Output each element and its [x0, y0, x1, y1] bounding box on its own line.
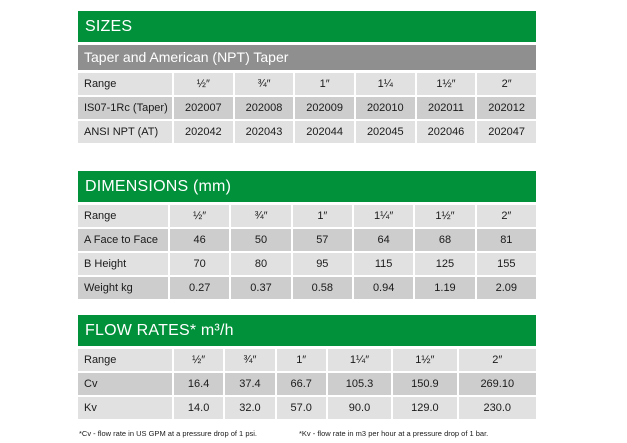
dimensions-cell: 68	[415, 229, 475, 251]
sizes-cell: 202047	[477, 121, 536, 143]
flow-cell: 230.0	[458, 397, 536, 419]
sizes-row-label: IS07-1Rc (Taper)	[78, 97, 172, 119]
dimensions-cell: 0.58	[292, 277, 352, 299]
dimensions-row-label: Weight kg	[78, 277, 168, 299]
dimensions-row-label: A Face to Face	[78, 229, 168, 251]
dimensions-cell: ½″	[170, 205, 230, 227]
flow-cell: 57.0	[276, 397, 326, 419]
dimensions-table: Range ½″ ¾″ 1″ 1¼″ 1½″ 2″ A Face to Face 46 50 57 6…	[76, 203, 538, 301]
footnote-cv: *Cv - flow rate in US GPM at a pressure …	[79, 429, 257, 438]
flow-row: Range ½″ ¾″ 1″ 1¼″ 1½″ 2″	[78, 349, 536, 371]
dimensions-cell: 2.09	[476, 277, 536, 299]
sizes-cell: 202042	[174, 121, 233, 143]
sizes-cell: 202044	[295, 121, 354, 143]
dimensions-cell: 0.27	[170, 277, 230, 299]
flow-rates-section: FLOW RATES* m³/h Range ½″ ¾″ 1″ 1¼″ 1½″ 2″ Cv 16…	[78, 315, 536, 421]
dimensions-cell: 155	[476, 253, 536, 275]
flow-cell: 14.0	[174, 397, 224, 419]
flow-row-label: Cv	[78, 373, 172, 395]
flow-cell: ¾″	[225, 349, 275, 371]
flow-cell: 2″	[458, 349, 536, 371]
dimensions-cell: 125	[415, 253, 475, 275]
sizes-cell: 202009	[295, 97, 354, 119]
sizes-row: Range ½″ ¾″ 1″ 1¼ 1½″ 2″	[78, 73, 536, 95]
dimensions-row-label: Range	[78, 205, 168, 227]
flow-cell: 37.4	[225, 373, 275, 395]
sizes-title: SIZES	[78, 11, 536, 42]
dimensions-row-label: B Height	[78, 253, 168, 275]
flow-cell: 90.0	[327, 397, 392, 419]
footnote-kv: *Kv - flow rate in m3 per hour at a pres…	[299, 429, 489, 438]
dimensions-cell: ¾″	[231, 205, 291, 227]
dimensions-title: DIMENSIONS (mm)	[78, 171, 536, 202]
sizes-row: IS07-1Rc (Taper) 202007 202008 202009 202010…	[78, 97, 536, 119]
sizes-cell: 202046	[416, 121, 476, 143]
flow-cell: 16.4	[174, 373, 224, 395]
dimensions-cell: 70	[170, 253, 230, 275]
sizes-cell: ½″	[174, 73, 233, 95]
sizes-cell: 202012	[477, 97, 536, 119]
sizes-cell: 202007	[174, 97, 233, 119]
flow-rates-table: Range ½″ ¾″ 1″ 1¼″ 1½″ 2″ Cv 16.4 37.4 66.7 105.3 15…	[76, 347, 538, 421]
flow-row-label: Kv	[78, 397, 172, 419]
flow-row: Kv 14.0 32.0 57.0 90.0 129.0 230.0	[78, 397, 536, 419]
dimensions-cell: 80	[231, 253, 291, 275]
flow-cell: 66.7	[276, 373, 326, 395]
sizes-cell: 202010	[355, 97, 415, 119]
flow-cell: 32.0	[225, 397, 275, 419]
dimensions-cell: 64	[353, 229, 414, 251]
flow-rates-title: FLOW RATES* m³/h	[78, 315, 536, 346]
dimensions-cell: 81	[476, 229, 536, 251]
dimensions-row: Range ½″ ¾″ 1″ 1¼″ 1½″ 2″	[78, 205, 536, 227]
sizes-cell: ¾″	[234, 73, 294, 95]
sizes-cell: 2″	[477, 73, 536, 95]
dimensions-cell: 46	[170, 229, 230, 251]
sizes-subtitle: Taper and American (NPT) Taper	[78, 45, 536, 70]
sizes-cell: 202045	[355, 121, 415, 143]
dimensions-row: A Face to Face 46 50 57 64 68 81	[78, 229, 536, 251]
dimensions-cell: 1¼″	[353, 205, 414, 227]
dimensions-cell: 1″	[292, 205, 352, 227]
sizes-table: Range ½″ ¾″ 1″ 1¼ 1½″ 2″ IS07-1Rc (Taper) 202007…	[76, 71, 538, 145]
flow-cell: 150.9	[393, 373, 457, 395]
sizes-row: ANSI NPT (AT) 202042 202043 202044 202045 202…	[78, 121, 536, 143]
dimensions-row: Weight kg 0.27 0.37 0.58 0.94 1.19 2.09	[78, 277, 536, 299]
sizes-row-label: Range	[78, 73, 172, 95]
flow-row: Cv 16.4 37.4 66.7 105.3 150.9 269.10	[78, 373, 536, 395]
sizes-cell: 202011	[416, 97, 476, 119]
flow-cell: ½″	[174, 349, 224, 371]
flow-cell: 129.0	[393, 397, 457, 419]
dimensions-cell: 50	[231, 229, 291, 251]
dimensions-cell: 1½″	[415, 205, 475, 227]
flow-cell: 1″	[276, 349, 326, 371]
flow-cell: 1½″	[393, 349, 457, 371]
dimensions-cell: 2″	[476, 205, 536, 227]
dimensions-cell: 0.37	[231, 277, 291, 299]
sizes-section: SIZES Taper and American (NPT) Taper Ran…	[78, 11, 536, 145]
flow-cell: 269.10	[458, 373, 536, 395]
flow-cell: 1¼″	[327, 349, 392, 371]
sizes-row-label: ANSI NPT (AT)	[78, 121, 172, 143]
flow-row-label: Range	[78, 349, 172, 371]
sizes-cell: 202043	[234, 121, 294, 143]
dimensions-section: DIMENSIONS (mm) Range ½″ ¾″ 1″ 1¼″ 1½″ 2″ A Fac…	[78, 171, 536, 301]
sizes-cell: 202008	[234, 97, 294, 119]
dimensions-cell: 115	[353, 253, 414, 275]
sizes-cell: 1″	[295, 73, 354, 95]
dimensions-row: B Height 70 80 95 115 125 155	[78, 253, 536, 275]
dimensions-cell: 57	[292, 229, 352, 251]
flow-cell: 105.3	[327, 373, 392, 395]
dimensions-cell: 1.19	[415, 277, 475, 299]
dimensions-cell: 0.94	[353, 277, 414, 299]
sizes-cell: 1½″	[416, 73, 476, 95]
dimensions-cell: 95	[292, 253, 352, 275]
sizes-cell: 1¼	[355, 73, 415, 95]
